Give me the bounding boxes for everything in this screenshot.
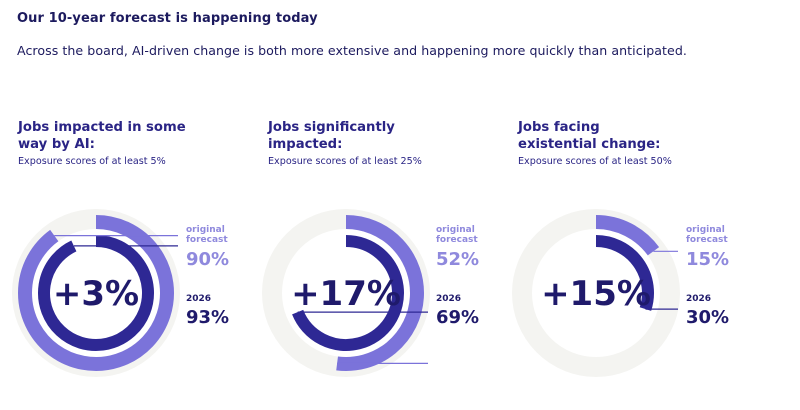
original-value-label: 90% (186, 249, 229, 270)
original-value-label: 52% (436, 249, 479, 270)
center-delta-label: +17% (291, 274, 401, 314)
center-delta-label: +3% (53, 274, 139, 314)
center-delta-label: +15% (541, 274, 651, 314)
current-value-label: 69% (436, 307, 479, 328)
original-label-line2: forecast (436, 235, 478, 245)
chart-subtitle: Exposure scores of at least 5% (18, 156, 166, 167)
original-forecast-arc (595, 215, 660, 256)
original-forecast-arc (336, 215, 424, 371)
chart-title: Jobs facing existential change: (518, 119, 698, 153)
chart-subtitle: Exposure scores of at least 50% (518, 156, 672, 167)
chart-title: Jobs significantly impacted: (268, 119, 448, 153)
original-label-line2: forecast (686, 235, 728, 245)
original-label-line1: original (436, 225, 475, 235)
donut-track (512, 209, 680, 377)
original-label-line1: original (186, 225, 225, 235)
current-year-label: 2026 (186, 294, 211, 304)
chart-title-line2: way by AI: (18, 137, 95, 152)
current-year-label: 2026 (686, 294, 711, 304)
page-headline: Our 10-year forecast is happening today (17, 11, 318, 26)
current-value-label: 93% (186, 307, 229, 328)
current-year-label: 2026 (436, 294, 461, 304)
page-subhead: Across the board, AI-driven change is bo… (17, 43, 687, 58)
chart-panel-existential: Jobs facing existential change: Exposure… (512, 119, 768, 389)
chart-panel-impacted: Jobs impacted in some way by AI: Exposur… (12, 119, 268, 389)
chart-title-line1: Jobs impacted in some (18, 120, 186, 135)
current-2026-arc (38, 235, 154, 351)
chart-title-line1: Jobs facing (518, 120, 600, 135)
chart-subtitle: Exposure scores of at least 25% (268, 156, 422, 167)
original-label-line2: forecast (186, 235, 228, 245)
chart-title: Jobs impacted in some way by AI: (18, 119, 198, 153)
original-value-label: 15% (686, 249, 729, 270)
chart-title-line2: existential change: (518, 137, 661, 152)
chart-title-line2: impacted: (268, 137, 343, 152)
current-2026-arc (595, 235, 654, 311)
original-forecast-arc (18, 215, 174, 371)
original-label-line1: original (686, 225, 725, 235)
chart-title-line1: Jobs significantly (268, 120, 395, 135)
current-value-label: 30% (686, 307, 729, 328)
current-2026-arc (292, 235, 404, 351)
chart-panel-significant: Jobs significantly impacted: Exposure sc… (262, 119, 518, 389)
